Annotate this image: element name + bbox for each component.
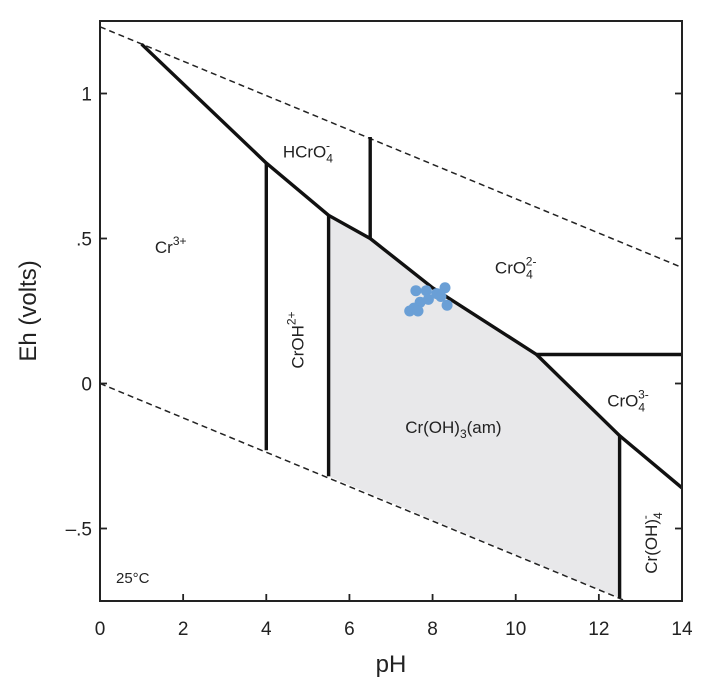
region-label-croh2: CrOH2+: [285, 311, 308, 368]
region-label-sub: 4: [638, 401, 645, 415]
region-label-cro4-3: CrO43-: [607, 388, 649, 415]
region-label-croh3: Cr(OH)3(am): [405, 418, 501, 441]
region-label-sup: 3-: [638, 388, 649, 402]
point-layer: [404, 282, 453, 317]
region-label-cro4-2: CrO42-: [495, 254, 537, 281]
data-point-6: [435, 291, 447, 302]
y-axis-title: Eh (volts): [15, 260, 42, 361]
water-stability-line-2: [100, 382, 628, 601]
x-tick-label-6: 10: [505, 619, 526, 640]
data-point-2: [420, 285, 432, 297]
region-label-base: HCrO: [283, 142, 326, 161]
region-label-sup: 2+: [285, 311, 299, 325]
region-label-tail: (am): [467, 418, 502, 437]
region-label-croh4: Cr(OH)4-: [638, 512, 665, 574]
region-label-base: CrO: [495, 258, 526, 277]
shaded-region-layer: [328, 215, 620, 599]
data-point-11: [412, 305, 424, 317]
annotation-temperature: 25°C: [116, 570, 150, 587]
x-tick-label-8: 14: [671, 619, 693, 640]
y-tick-label-4: 1: [81, 85, 92, 106]
region-label-sup: 2-: [526, 254, 537, 268]
region-label-sup: 3+: [173, 234, 187, 248]
region-label-sup: -: [326, 138, 330, 152]
region-label-cr3: Cr3+: [155, 234, 187, 257]
x-tick-label-4: 6: [344, 619, 355, 640]
y-tick-label-3: .5: [76, 230, 92, 251]
data-point-1: [410, 285, 422, 297]
region-label-text-hcro4: HCrO4-: [283, 138, 333, 165]
region-label-text-cr3: Cr3+: [155, 234, 187, 257]
region-label-sub: 3: [460, 427, 467, 441]
data-point-4: [439, 282, 451, 294]
region-label-text-croh3: Cr(OH)3(am): [405, 418, 501, 441]
region-label-sub: 4: [526, 267, 533, 281]
x-tick-label-1: 0: [95, 619, 106, 640]
region-label-base: CrOH: [289, 325, 308, 368]
x-axis-title: pH: [376, 651, 407, 678]
data-point-5: [422, 293, 434, 305]
region-label-text-cro4-3: CrO43-: [607, 388, 649, 415]
data-point-8: [441, 299, 453, 311]
region-label-text-croh4: Cr(OH)4-: [638, 512, 665, 574]
plot-frame: [99, 20, 683, 602]
data-point-10: [404, 305, 416, 317]
water-stability-line-1: [100, 26, 682, 269]
region-label-layer: Cr3+HCrO4-CrO42-CrOH2+Cr(OH)3(am)CrO43-C…: [155, 138, 665, 573]
x-tick-label-3: 4: [261, 619, 272, 640]
region-label-sub: 4: [651, 512, 665, 519]
region-label-text-croh2: CrOH2+: [285, 311, 308, 368]
region-label-base: Cr: [155, 238, 173, 257]
water-stability-layer: [100, 26, 682, 601]
shaded-region: [328, 215, 620, 599]
y-tick-label-2: 0: [81, 375, 92, 396]
boundary-layer: [140, 42, 682, 599]
region-label-text-cro4-2: CrO42-: [495, 254, 537, 281]
y-tick-label-1: –.5: [66, 520, 92, 541]
region-label-hcro4: HCrO4-: [283, 138, 333, 165]
x-tick-label-7: 12: [588, 619, 609, 640]
region-label-sup: -: [638, 515, 652, 519]
x-tick-label-2: 2: [178, 619, 189, 640]
tick-layer: 0 2 4 6 8 10 12 14 –.5 0 .5 1: [66, 85, 693, 641]
region-label-base: Cr(OH): [642, 519, 661, 574]
region-label-sub: 4: [326, 151, 333, 165]
x-tick-label-5: 8: [427, 619, 438, 640]
boundary-line-1: [140, 42, 682, 490]
region-label-base: Cr(OH): [405, 418, 460, 437]
region-label-base: CrO: [607, 392, 638, 411]
